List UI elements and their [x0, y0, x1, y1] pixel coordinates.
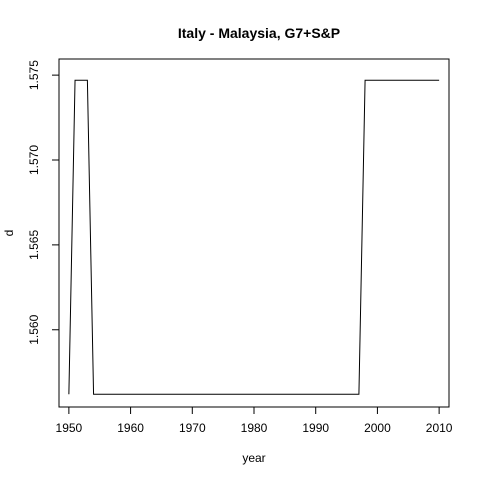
x-tick-label: 1990: [302, 421, 329, 435]
x-tick-label: 1950: [56, 421, 83, 435]
x-tick-label: 1970: [179, 421, 206, 435]
x-tick-label: 2010: [426, 421, 453, 435]
series-layer: [68, 79, 440, 395]
y-axis: 1.560 1.565 1.570 1.575: [27, 60, 60, 345]
x-axis-label: year: [242, 451, 265, 465]
series-line: [68, 79, 440, 395]
x-tick-label: 2000: [364, 421, 391, 435]
x-tick-label: 1960: [117, 421, 144, 435]
y-tick-label: 1.575: [27, 60, 41, 90]
chart-title: Italy - Malaysia, G7+S&P: [178, 25, 340, 41]
y-tick-label: 1.560: [27, 314, 41, 344]
y-tick-label: 1.565: [27, 230, 41, 260]
y-axis-label: d: [2, 230, 16, 237]
y-tick-label: 1.570: [27, 145, 41, 175]
x-tick-label: 1980: [241, 421, 268, 435]
x-axis: 1950 1960 1970 1980 1990 2000 2010: [56, 406, 453, 435]
